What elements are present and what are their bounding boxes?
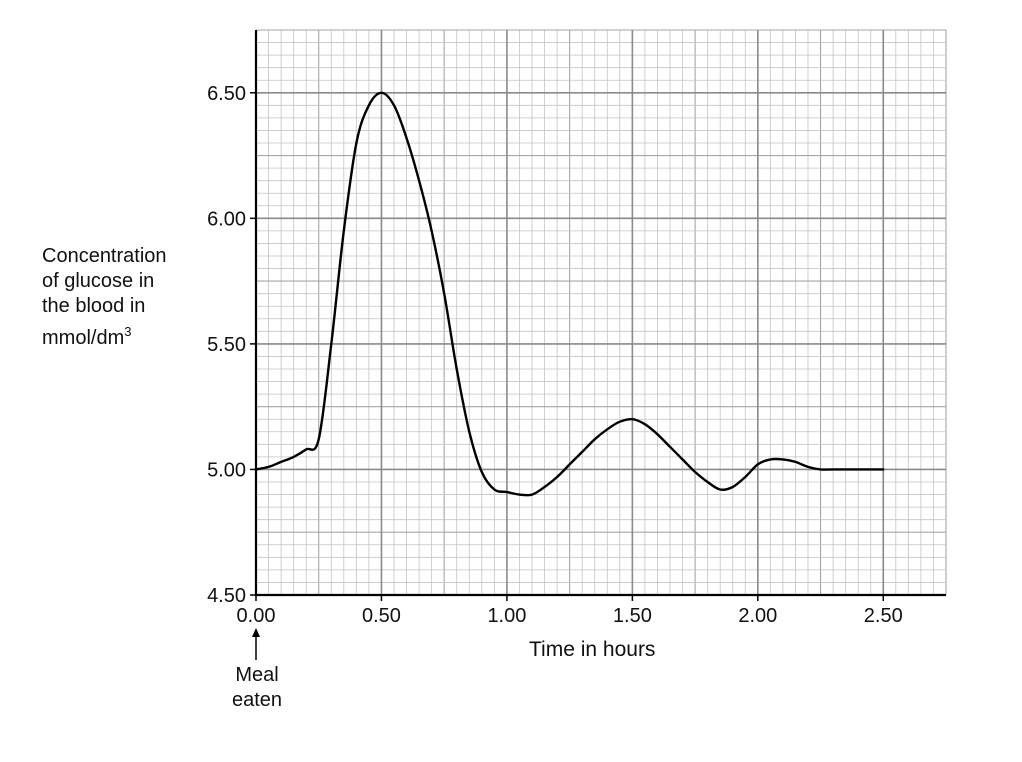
annotation-line-1: Meal bbox=[235, 664, 279, 686]
minor-gridlines bbox=[256, 29, 947, 595]
y-tick-label: 4.50 bbox=[207, 585, 246, 607]
y-tick-label: 6.50 bbox=[207, 83, 246, 105]
x-tick-labels: 0.00 0.50 1.00 1.50 2.00 2.50 bbox=[237, 595, 903, 627]
y-axis-label: Concentration of glucose in the blood in… bbox=[42, 244, 167, 351]
x-tick-label: 2.00 bbox=[738, 605, 777, 627]
x-axis-label: Time in hours bbox=[529, 638, 656, 661]
y-axis-label-superscript: 3 bbox=[124, 324, 132, 339]
y-tick-label: 5.00 bbox=[207, 459, 246, 481]
y-tick-label: 6.00 bbox=[207, 208, 246, 230]
x-tick-label: 1.00 bbox=[487, 605, 526, 627]
meal-eaten-arrow bbox=[252, 628, 260, 660]
axes bbox=[254, 30, 946, 597]
x-tick-label: 2.50 bbox=[864, 605, 903, 627]
y-axis-label-line-3: the blood in bbox=[42, 295, 146, 317]
x-tick-label: 0.00 bbox=[237, 605, 276, 627]
y-axis-label-line-4: mmol/dm bbox=[42, 327, 125, 349]
x-tick-label: 1.50 bbox=[613, 605, 652, 627]
major-gridlines bbox=[255, 30, 946, 596]
y-tick-labels: 4.50 5.00 5.50 6.00 6.50 bbox=[207, 83, 256, 607]
y-axis-label-line-2: of glucose in bbox=[42, 270, 155, 292]
y-axis-label-line-1: Concentration bbox=[42, 245, 167, 267]
x-tick-label: 0.50 bbox=[362, 605, 401, 627]
arrow-head bbox=[252, 628, 260, 637]
y-tick-label: 5.50 bbox=[207, 334, 246, 356]
annotation-line-2: eaten bbox=[231, 689, 283, 711]
glucose-curve bbox=[254, 91, 885, 497]
meal-eaten-annotation: Meal eaten bbox=[214, 663, 300, 713]
